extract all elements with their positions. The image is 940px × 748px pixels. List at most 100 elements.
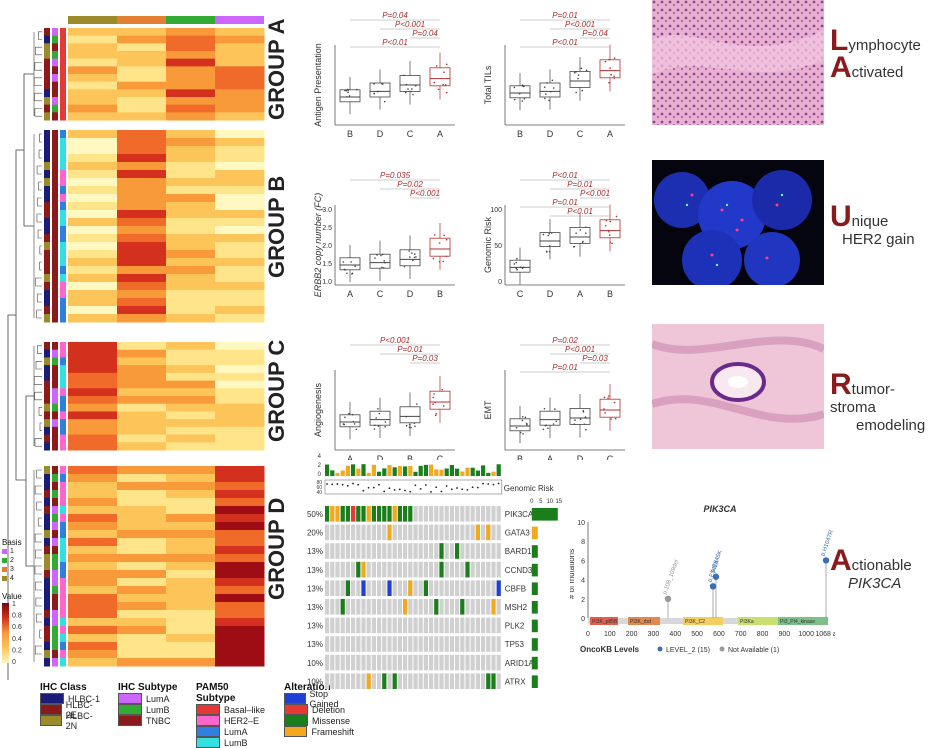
onco-cell <box>361 599 366 615</box>
gene-pct: 13% <box>307 603 323 612</box>
onco-cell <box>434 580 439 596</box>
pam50-strip <box>60 112 66 121</box>
box-point <box>604 224 607 227</box>
heatmap-cell <box>68 482 118 491</box>
heatmap-cell <box>166 154 216 163</box>
pvalue-label: P=0.04 <box>382 11 408 20</box>
ihc-class-strip <box>44 130 50 139</box>
box-point <box>554 408 556 410</box>
onco-cell <box>361 524 366 541</box>
freq-tick: 0 <box>530 499 534 505</box>
heatmap-cell <box>117 602 167 611</box>
ihc-class-strip <box>44 298 50 307</box>
pam50-strip <box>60 594 66 603</box>
dendrogram-branch <box>38 407 42 416</box>
heatmap-cell <box>166 388 216 397</box>
box-point <box>444 84 447 86</box>
x-tick-label: C <box>407 129 414 139</box>
heatmap-cell <box>166 130 216 139</box>
ihc-subtype-strip <box>52 372 58 382</box>
pam50-strip <box>60 89 66 98</box>
onco-cell <box>403 654 408 671</box>
box-point <box>342 261 345 263</box>
dendrogram-branch <box>39 629 42 639</box>
box-body <box>369 253 391 269</box>
count-bar <box>330 470 335 476</box>
onco-cell <box>470 506 475 522</box>
onco-alteration <box>439 561 444 578</box>
ihc-subtype-strip <box>52 74 58 83</box>
onco-alteration <box>403 506 408 522</box>
lollipop-y-tick: 0 <box>581 616 585 623</box>
heatmap-cell <box>215 602 265 611</box>
box-point <box>523 97 526 100</box>
box-point <box>410 426 412 429</box>
onco-cell <box>496 506 501 522</box>
box-point <box>611 242 613 245</box>
x-tick-label: A <box>437 129 443 139</box>
ihc-class-strip <box>44 396 50 405</box>
onco-cell <box>377 617 382 634</box>
ihc-subtype-strip <box>52 314 58 323</box>
box-point <box>585 232 587 234</box>
x-tick-label: D <box>547 289 554 299</box>
heatmap-cell <box>117 35 167 44</box>
heatmap-cell <box>68 35 118 44</box>
box-point <box>516 257 518 260</box>
onco-cell <box>371 617 376 634</box>
box-point <box>433 81 436 84</box>
risk-point <box>362 489 365 492</box>
box-point <box>434 414 437 417</box>
heatmap-cell <box>117 51 167 60</box>
onco-cell <box>475 617 480 634</box>
domain-label: PI3K_rbd <box>630 619 651 625</box>
heatmap-cell <box>68 218 118 227</box>
legend-item: LumB <box>196 737 266 748</box>
box-point <box>442 83 444 86</box>
heatmap-cell <box>68 506 118 515</box>
heatmap-cell <box>68 274 118 283</box>
count-bar <box>387 465 392 476</box>
x-tick-label: D <box>547 129 554 139</box>
heatmap-cell <box>68 530 118 539</box>
box-point <box>518 92 521 95</box>
box-point <box>443 234 445 237</box>
heatmap-cell <box>166 306 216 315</box>
box-point <box>608 81 610 84</box>
heatmap-cell <box>166 290 216 299</box>
heatmap-cell <box>117 586 167 595</box>
heatmap-cell <box>215 178 265 187</box>
onco-cell <box>444 636 449 652</box>
ihc-subtype-strip <box>52 626 58 635</box>
ihc-subtype-strip <box>52 522 58 531</box>
heatmap-cell <box>166 81 216 90</box>
basis-legend-item: 3 <box>2 565 32 574</box>
ihc-subtype-strip <box>52 650 58 659</box>
x-tick-label: A <box>607 129 613 139</box>
heatmap-cell <box>117 104 167 113</box>
ihc-class-strip <box>44 642 50 651</box>
legend-item: Stop Gained <box>284 689 354 709</box>
legend-label: TNBC <box>146 715 171 726</box>
onco-cell <box>397 543 402 559</box>
box-point <box>435 65 438 67</box>
heatmap-cell <box>215 434 265 443</box>
x-tick-label: B <box>407 454 413 460</box>
ihc-class-strip <box>44 138 50 147</box>
onco-cell <box>418 599 423 615</box>
ihc-class-strip <box>44 349 50 358</box>
heatmap-cell <box>68 372 118 382</box>
onco-cell <box>460 654 465 671</box>
onco-cell <box>377 636 382 652</box>
onco-cell <box>340 561 345 578</box>
ihc-subtype-strip <box>52 530 58 539</box>
gene-name: CBFB <box>505 584 526 593</box>
ihc-subtype-strip <box>52 419 58 428</box>
box-point <box>410 252 413 254</box>
onco-cell <box>491 561 496 578</box>
gene-pct: 20% <box>307 529 323 538</box>
onco-cell <box>465 636 470 652</box>
heatmap-cell <box>117 242 167 251</box>
